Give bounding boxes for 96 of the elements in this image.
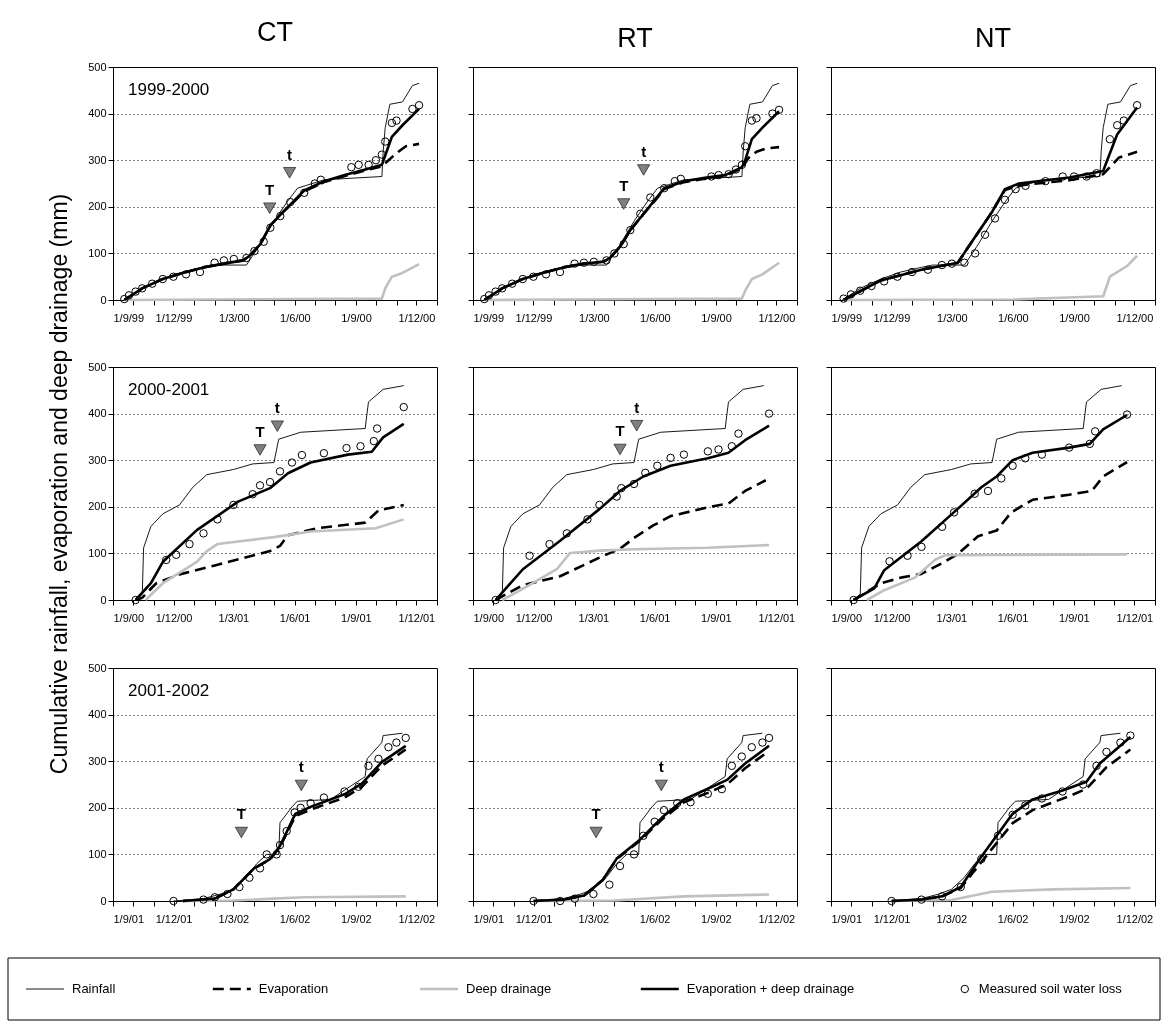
x-tick-label: 1/12/99 <box>155 311 193 324</box>
y-tick-label: 100 <box>88 546 107 559</box>
x-tick-label: 1/12/00 <box>873 611 911 624</box>
y-tick-label: 100 <box>88 847 107 860</box>
x-tick-label: 1/9/01 <box>473 912 505 925</box>
annotation: 2001-2002 <box>128 681 210 700</box>
x-tick-label: 1/9/99 <box>831 311 863 324</box>
x-tick-label: 1/9/01 <box>113 912 145 925</box>
x-tick-label: 1/6/00 <box>640 311 671 324</box>
x-tick-label: 1/12/01 <box>398 611 436 624</box>
y-tick-label: 200 <box>88 500 107 513</box>
legend-label: Evaporation + deep drainage <box>686 981 855 996</box>
annotation: t <box>298 758 304 776</box>
x-tick-label: 1/9/01 <box>831 912 863 925</box>
annotation: T <box>265 181 275 199</box>
x-tick-label: 1/3/02 <box>218 912 250 925</box>
annotation: T <box>615 422 625 440</box>
x-tick-label: 1/3/00 <box>219 311 250 324</box>
x-tick-label: 1/12/00 <box>398 311 436 324</box>
x-tick-label: 1/12/02 <box>758 912 796 925</box>
annotation: t <box>287 145 293 163</box>
x-tick-label: 1/9/01 <box>701 611 732 624</box>
x-tick-label: 1/6/00 <box>998 311 1029 324</box>
x-tick-label: 1/9/01 <box>1059 611 1090 624</box>
x-tick-label: 1/3/00 <box>937 311 968 324</box>
annotation: T <box>236 805 246 823</box>
chart-title: RT <box>617 22 653 53</box>
y-tick-label: 300 <box>88 153 107 166</box>
chart-title: NT <box>975 22 1011 53</box>
annotation: t <box>641 142 647 160</box>
x-tick-label: 1/6/01 <box>279 611 311 624</box>
y-tick-label: 200 <box>88 801 107 814</box>
annotation: t <box>658 758 664 776</box>
y-tick-label: 0 <box>100 894 107 907</box>
y-tick-label: 300 <box>88 754 107 767</box>
x-tick-label: 1/6/01 <box>997 611 1029 624</box>
y-tick-label: 0 <box>100 593 107 606</box>
x-tick-label: 1/12/01 <box>1116 611 1154 624</box>
x-tick-label: 1/6/02 <box>279 912 311 925</box>
x-tick-label: 1/9/00 <box>831 611 863 624</box>
x-tick-label: 1/12/99 <box>515 311 553 324</box>
annotation: t <box>634 398 640 416</box>
x-tick-label: 1/9/00 <box>473 611 505 624</box>
chart-title: CT <box>257 17 293 47</box>
legend-label: Measured soil water loss <box>978 981 1123 996</box>
x-tick-label: 1/12/02 <box>398 912 436 925</box>
y-tick-label: 500 <box>88 360 107 373</box>
y-tick-label: 400 <box>88 407 107 420</box>
annotation: T <box>619 177 629 194</box>
x-tick-label: 1/9/00 <box>341 311 372 324</box>
legend-label: Rainfall <box>72 981 116 996</box>
x-tick-label: 1/6/02 <box>997 912 1029 925</box>
x-tick-label: 1/3/01 <box>218 611 250 624</box>
y-tick-label: 400 <box>88 107 107 120</box>
annotation: 1999-2000 <box>128 80 210 99</box>
x-tick-label: 1/12/00 <box>1116 311 1154 324</box>
x-tick-label: 1/9/99 <box>473 311 505 324</box>
x-tick-label: 1/12/00 <box>758 311 796 324</box>
y-tick-label: 100 <box>88 246 107 259</box>
x-tick-label: 1/12/01 <box>758 611 796 624</box>
y-tick-label: 300 <box>88 453 107 466</box>
x-tick-label: 1/9/02 <box>341 912 372 925</box>
y-axis-title: Cumulative rainfall, evaporation and deep drainage (mm) <box>46 193 73 775</box>
legend-label: Deep drainage <box>466 981 552 996</box>
x-tick-label: 1/6/00 <box>280 311 311 324</box>
x-tick-label: 1/9/00 <box>113 611 145 624</box>
x-tick-label: 1/3/01 <box>578 611 610 624</box>
annotation: T <box>255 422 265 440</box>
x-tick-label: 1/9/99 <box>113 311 145 324</box>
x-tick-label: 1/6/02 <box>639 912 671 925</box>
x-tick-label: 1/3/01 <box>936 611 968 624</box>
x-tick-label: 1/12/01 <box>155 912 193 925</box>
x-tick-label: 1/9/02 <box>1059 912 1090 925</box>
x-tick-label: 1/12/01 <box>873 912 911 925</box>
annotation: t <box>274 399 280 417</box>
x-tick-label: 1/12/99 <box>873 311 911 324</box>
x-tick-label: 1/12/00 <box>155 611 193 624</box>
y-tick-label: 500 <box>88 60 107 73</box>
y-tick-label: 0 <box>100 293 107 306</box>
annotation: T <box>591 805 601 823</box>
x-tick-label: 1/9/02 <box>701 912 732 925</box>
x-tick-label: 1/12/01 <box>515 912 553 925</box>
x-tick-label: 1/3/02 <box>578 912 610 925</box>
x-tick-label: 1/3/00 <box>579 311 610 324</box>
y-tick-label: 400 <box>88 708 107 721</box>
x-tick-label: 1/3/02 <box>936 912 968 925</box>
x-tick-label: 1/9/00 <box>1059 311 1090 324</box>
x-tick-label: 1/6/01 <box>639 611 671 624</box>
x-tick-label: 1/12/02 <box>1116 912 1154 925</box>
x-tick-label: 1/12/00 <box>515 611 553 624</box>
legend-label: Evaporation <box>258 981 329 996</box>
annotation: 2000-2001 <box>128 380 210 399</box>
y-tick-label: 500 <box>88 661 107 674</box>
x-tick-label: 1/9/01 <box>341 611 372 624</box>
x-tick-label: 1/9/00 <box>701 311 732 324</box>
y-tick-label: 200 <box>88 200 107 213</box>
